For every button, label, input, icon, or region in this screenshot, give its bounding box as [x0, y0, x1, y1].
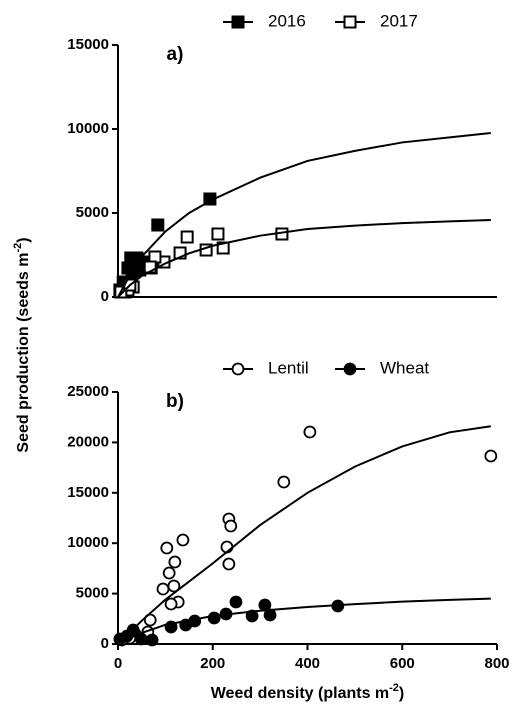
label-sup: -2: [389, 682, 399, 694]
x-tick-label: 0: [114, 655, 122, 672]
legend-label: Wheat: [380, 358, 429, 377]
y-tick-label: 15000: [67, 36, 109, 53]
marker: [224, 519, 238, 533]
marker: [156, 582, 170, 596]
label-end: ): [15, 237, 32, 242]
marker: [164, 597, 178, 611]
panel-title: a): [167, 44, 184, 65]
marker: [277, 475, 291, 489]
marker: [216, 241, 230, 255]
y-tick-label: 5000: [76, 204, 109, 221]
x-tick-label: 200: [200, 655, 225, 672]
marker: [162, 566, 176, 580]
x-tick-label: 800: [484, 655, 509, 672]
panel-title: b): [166, 391, 184, 412]
marker: [343, 362, 357, 376]
y-tick-label: 20000: [67, 433, 109, 450]
y-tick-label: 10000: [67, 120, 109, 137]
marker: [176, 533, 190, 547]
marker: [173, 246, 187, 260]
marker: [229, 595, 243, 609]
marker: [160, 541, 174, 555]
marker: [180, 230, 194, 244]
marker: [231, 15, 245, 29]
label-text: Seed production (seeds m: [15, 253, 32, 453]
marker: [343, 15, 357, 29]
fit-curve: [117, 219, 491, 298]
marker: [151, 218, 165, 232]
legend-label: 2016: [268, 11, 306, 30]
y-tick-label: 15000: [67, 484, 109, 501]
marker: [211, 227, 225, 241]
marker: [222, 557, 236, 571]
label-text: Weed density (plants m: [211, 685, 389, 702]
axis-label: Seed production (seeds m-2): [12, 237, 32, 452]
fit-curve: [117, 425, 491, 645]
marker: [484, 449, 498, 463]
label-end: ): [399, 685, 404, 702]
fit-curve: [117, 132, 491, 298]
legend-label: Lentil: [268, 358, 309, 377]
y-tick-label: 0: [101, 288, 109, 305]
x-tick-label: 600: [390, 655, 415, 672]
marker: [168, 555, 182, 569]
marker: [231, 362, 245, 376]
marker: [245, 609, 259, 623]
axis-label: Weed density (plants m-2): [211, 682, 405, 702]
x-tick-label: 400: [295, 655, 320, 672]
label-sup: -2: [12, 243, 24, 253]
marker: [145, 633, 159, 647]
y-tick-label: 0: [101, 635, 109, 652]
marker: [303, 425, 317, 439]
y-tick-label: 10000: [67, 534, 109, 551]
legend-label: 2017: [380, 11, 418, 30]
y-tick-label: 25000: [67, 383, 109, 400]
marker: [207, 611, 221, 625]
y-tick-label: 5000: [76, 585, 109, 602]
fit-curve: [117, 597, 491, 645]
